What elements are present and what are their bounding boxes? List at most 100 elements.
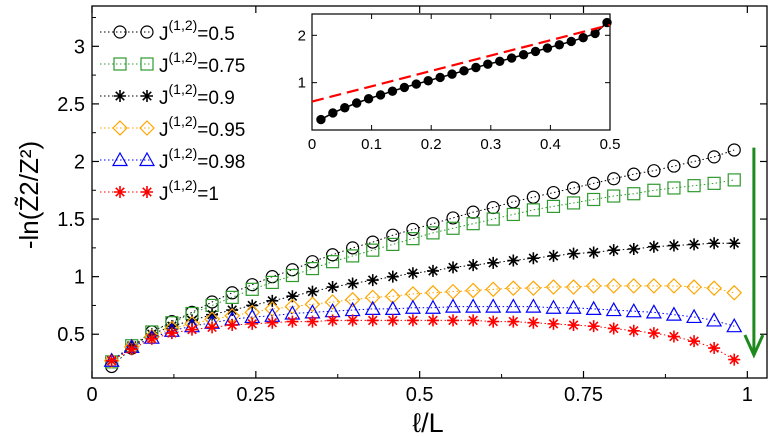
data-point <box>527 252 540 265</box>
data-point <box>667 181 681 195</box>
data-point <box>485 298 502 313</box>
legend-item: J(1,2)=0.75 <box>100 49 245 77</box>
data-point <box>567 319 580 332</box>
inset-data-point <box>506 53 517 63</box>
data-point <box>467 259 480 272</box>
data-point <box>326 314 339 327</box>
legend-label-prefix: J <box>159 24 169 45</box>
series-2 <box>105 237 741 367</box>
data-point <box>647 164 661 178</box>
data-point <box>284 298 301 315</box>
data-point <box>406 222 420 237</box>
data-point <box>566 181 581 195</box>
data-point <box>306 315 319 328</box>
data-point <box>404 299 421 314</box>
legend-label-value: =0.98 <box>197 152 245 173</box>
data-point <box>286 290 299 303</box>
legend-item: J(1,2)=0.5 <box>100 17 235 45</box>
data-point <box>285 268 300 283</box>
legend-label-value: =1 <box>197 184 219 205</box>
data-point <box>226 319 239 332</box>
data-point <box>605 278 622 294</box>
inset-data-point <box>316 114 326 125</box>
data-point <box>627 243 640 256</box>
data-point <box>366 243 380 257</box>
data-point <box>645 304 662 319</box>
legend-label-prefix: J <box>159 152 169 173</box>
inset-data-point <box>459 66 469 76</box>
series-line <box>111 319 735 362</box>
data-point <box>324 294 341 310</box>
data-point <box>507 315 520 328</box>
data-point <box>728 353 741 366</box>
data-point <box>426 217 440 231</box>
data-point <box>647 327 660 340</box>
data-point <box>447 314 460 327</box>
inset-data-point <box>340 103 350 113</box>
data-point <box>587 176 601 190</box>
data-point <box>667 239 680 252</box>
inset-data-point <box>411 79 421 89</box>
legend-label-superscript: (1,2) <box>169 177 198 193</box>
data-point <box>305 255 320 269</box>
data-point <box>627 324 640 337</box>
inset-y-tick-label: 2 <box>298 27 306 44</box>
data-point <box>565 299 582 314</box>
data-point <box>627 167 641 181</box>
data-point <box>607 189 621 203</box>
y-tick-label: 0.5 <box>57 324 85 346</box>
data-point <box>386 270 399 283</box>
series-line <box>111 242 735 362</box>
data-point <box>547 249 560 262</box>
data-point <box>386 314 399 327</box>
y-tick-label: 3 <box>74 36 85 58</box>
series-1 <box>105 173 741 369</box>
data-point <box>226 304 239 317</box>
inset-data-point <box>578 32 588 43</box>
data-point <box>647 240 660 253</box>
data-point <box>625 278 642 294</box>
y-tick-label: 1 <box>74 267 85 289</box>
data-point <box>546 185 561 200</box>
data-point <box>165 327 178 340</box>
inset-data-point <box>352 98 362 108</box>
inset-data-point <box>387 86 398 96</box>
legend-marker <box>138 151 156 167</box>
data-point <box>366 274 379 287</box>
legend-label-value: =0.75 <box>197 56 245 77</box>
inset-data-point <box>542 43 553 53</box>
inset-data-point <box>447 69 457 79</box>
legend-label-prefix: J <box>159 88 169 109</box>
data-point <box>186 314 199 327</box>
data-point <box>506 195 520 209</box>
data-point <box>605 301 622 317</box>
data-point <box>647 183 661 197</box>
legend-item: J(1,2)=0.95 <box>100 113 245 141</box>
inset-data-point <box>435 72 445 83</box>
data-point <box>688 238 701 251</box>
legend: J(1,2)=0.5J(1,2)=0.75J(1,2)=0.9J(1,2)=0.… <box>100 17 245 205</box>
legend-label-value: =0.9 <box>197 88 235 109</box>
x-axis-label: ℓ/L <box>412 408 443 437</box>
x-tick-label: 0.25 <box>236 384 275 406</box>
data-point <box>667 159 681 173</box>
data-point <box>286 315 299 328</box>
data-point <box>587 192 601 207</box>
inset-fit-line <box>311 23 611 103</box>
data-point <box>125 343 138 356</box>
legend-label-superscript: (1,2) <box>169 145 198 161</box>
inset-axis-ticks: 0 0.1 0.2 0.3 0.4 0.5 1 2 <box>298 14 620 153</box>
inset-plot: 0 0.1 0.2 0.3 0.4 0.5 1 2 <box>298 13 620 153</box>
inset-y-tick-label: 1 <box>298 75 306 92</box>
data-point <box>545 279 562 295</box>
data-point <box>726 317 743 333</box>
data-point <box>547 317 560 330</box>
data-point <box>446 211 460 225</box>
data-point <box>445 298 462 313</box>
data-point <box>364 300 381 315</box>
inset-x-tick-label: 0.2 <box>421 136 442 153</box>
x-tick-label: 0.5 <box>406 384 434 406</box>
data-point <box>587 246 600 259</box>
legend-marker <box>112 120 128 136</box>
legend-marker <box>113 57 127 71</box>
